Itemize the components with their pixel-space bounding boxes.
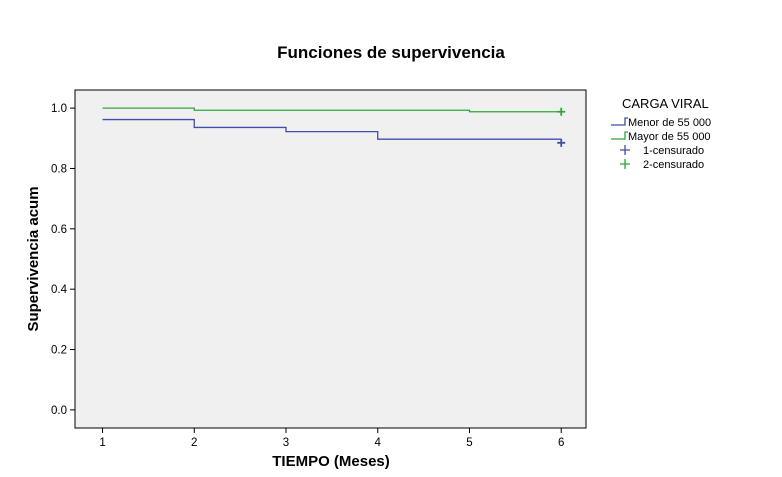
y-tick-label: 0.0	[51, 405, 67, 417]
y-tick-label: 1.0	[51, 103, 67, 115]
censor-mark	[557, 107, 566, 116]
legend-line-symbol	[611, 117, 628, 126]
legend-label: Mayor de 55 000	[628, 131, 711, 143]
y-axis: 0.0 0.2 0.4 0.6 0.8 1.0	[51, 103, 75, 417]
survival-curve	[102, 118, 562, 140]
y-axis-title: Supervivencia acum	[25, 186, 42, 331]
y-tick-label: 0.4	[51, 284, 68, 296]
legend: CARGA VIRAL Menor de 55 000 Mayor de 55 0…	[611, 96, 711, 171]
legend-label: 2-censurado	[643, 159, 704, 171]
chart-title: Funciones de supervivencia	[277, 43, 505, 62]
survival-curve	[102, 107, 562, 113]
y-tick-label: 0.2	[51, 345, 67, 357]
legend-plus-symbol	[620, 145, 630, 155]
x-axis-title: TIEMPO (Meses)	[272, 453, 390, 470]
x-tick-label: 6	[558, 437, 564, 449]
legend-label: Menor de 55 000	[628, 117, 711, 129]
x-axis: 1 2 3 4 5 6	[99, 428, 564, 449]
x-tick-label: 5	[466, 437, 472, 449]
series-layer	[102, 107, 566, 147]
legend-label: 1-censurado	[643, 145, 704, 157]
legend-plus-symbol	[620, 159, 630, 169]
x-tick-label: 1	[99, 437, 105, 449]
x-tick-label: 3	[283, 437, 289, 449]
y-tick-label: 0.6	[51, 224, 67, 236]
x-tick-label: 2	[191, 437, 197, 449]
legend-title: CARGA VIRAL	[622, 96, 709, 111]
censor-mark	[557, 138, 566, 147]
legend-line-symbol	[611, 131, 628, 140]
x-tick-label: 4	[375, 437, 382, 449]
y-tick-label: 0.8	[51, 163, 67, 175]
plot-area	[74, 89, 587, 429]
